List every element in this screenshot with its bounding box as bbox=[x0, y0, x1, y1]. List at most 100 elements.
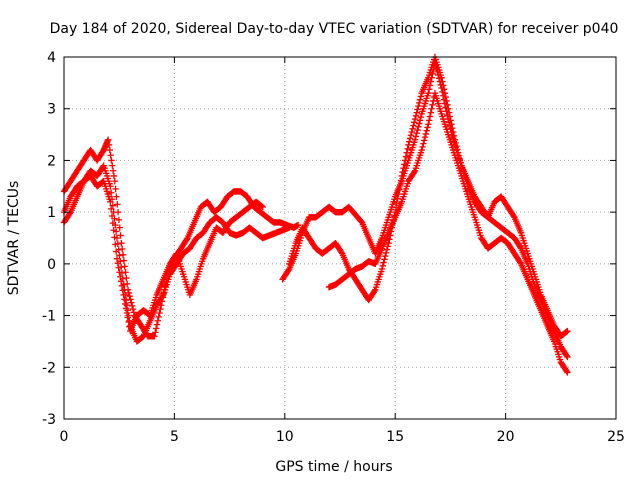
data-point bbox=[116, 252, 123, 259]
data-point bbox=[517, 243, 524, 251]
data-point bbox=[564, 327, 571, 335]
data-point bbox=[107, 198, 114, 205]
data-point bbox=[130, 309, 138, 316]
data-point bbox=[426, 113, 434, 120]
data-point bbox=[452, 139, 459, 147]
data-point bbox=[416, 117, 424, 124]
data-point bbox=[109, 167, 117, 174]
y-tick-label: -2 bbox=[42, 360, 56, 376]
data-point bbox=[116, 269, 123, 276]
data-point bbox=[427, 109, 435, 116]
data-point bbox=[118, 282, 126, 290]
data-point bbox=[122, 300, 129, 308]
data-point bbox=[388, 224, 396, 231]
x-axis-label: GPS time / hours bbox=[275, 459, 392, 475]
data-point bbox=[117, 273, 124, 280]
data-point bbox=[122, 305, 130, 312]
data-point bbox=[441, 90, 449, 97]
data-point bbox=[457, 159, 464, 166]
data-point bbox=[113, 255, 121, 262]
data-point bbox=[385, 239, 392, 247]
grid-layer bbox=[63, 56, 617, 420]
data-point bbox=[408, 128, 415, 136]
data-point bbox=[453, 143, 460, 150]
data-point bbox=[383, 246, 391, 253]
data-point bbox=[510, 212, 517, 220]
data-point bbox=[420, 137, 428, 144]
data-point bbox=[155, 313, 162, 321]
data-point bbox=[105, 141, 113, 149]
data-point bbox=[154, 317, 162, 324]
data-point bbox=[413, 130, 420, 137]
data-point bbox=[418, 146, 425, 154]
x-tick-label: 5 bbox=[170, 429, 179, 445]
data-point bbox=[392, 204, 400, 211]
data-point bbox=[382, 249, 390, 257]
data-point bbox=[382, 252, 389, 260]
data-point bbox=[393, 199, 401, 207]
x-tick-label: 15 bbox=[386, 429, 404, 445]
data-point bbox=[420, 140, 427, 147]
series-track-c bbox=[60, 172, 266, 335]
data-point bbox=[413, 109, 420, 116]
data-point bbox=[444, 101, 451, 109]
data-point bbox=[444, 105, 452, 112]
data-point bbox=[107, 205, 115, 213]
x-tick-label: 25 bbox=[607, 429, 625, 445]
data-point bbox=[285, 267, 292, 274]
data-point bbox=[438, 74, 445, 81]
data-point bbox=[422, 130, 430, 138]
data-point bbox=[406, 138, 413, 145]
data-point bbox=[407, 132, 415, 139]
y-tick-label: 1 bbox=[47, 205, 56, 221]
data-point bbox=[387, 232, 394, 239]
plot-frame bbox=[63, 56, 617, 420]
data-point bbox=[109, 219, 117, 227]
series-track-e bbox=[325, 90, 571, 376]
data-point bbox=[425, 86, 433, 93]
data-point bbox=[398, 172, 406, 180]
y-tick-label: 0 bbox=[47, 257, 56, 273]
data-point bbox=[401, 157, 409, 164]
data-point bbox=[126, 292, 133, 300]
data-point bbox=[66, 210, 73, 217]
data-point bbox=[440, 82, 447, 89]
data-point bbox=[379, 262, 386, 269]
data-point bbox=[450, 132, 458, 140]
tick-layer: 0 5 10 15 20 25 -3 -2 -1 0 1 2 3 4 bbox=[42, 50, 625, 445]
data-point bbox=[451, 136, 459, 143]
data-point bbox=[386, 236, 393, 243]
data-point bbox=[428, 105, 435, 112]
data-point bbox=[399, 168, 406, 176]
y-tick-label: 3 bbox=[47, 102, 56, 118]
series-track-f bbox=[286, 53, 571, 340]
data-point bbox=[114, 201, 121, 208]
data-point bbox=[402, 153, 410, 160]
data-point bbox=[456, 155, 463, 163]
data-point bbox=[409, 125, 416, 132]
data-point bbox=[414, 126, 421, 134]
data-point bbox=[454, 149, 462, 156]
data-point bbox=[123, 309, 131, 317]
data-point bbox=[107, 152, 114, 159]
data-point bbox=[392, 208, 399, 216]
data-point bbox=[380, 259, 387, 266]
data-point bbox=[391, 212, 398, 220]
data-point bbox=[397, 177, 405, 184]
data-point bbox=[410, 122, 417, 129]
data-point bbox=[416, 120, 423, 127]
data-point bbox=[110, 172, 118, 180]
data-point bbox=[454, 146, 461, 153]
data-point bbox=[563, 352, 570, 359]
y-axis-label: SDTVAR / TECUs bbox=[6, 181, 22, 296]
data-point bbox=[124, 314, 131, 321]
data-point bbox=[156, 309, 163, 317]
data-point bbox=[448, 121, 455, 128]
data-point bbox=[416, 96, 424, 103]
data-point bbox=[117, 278, 125, 285]
data-point bbox=[286, 224, 293, 231]
data-point bbox=[108, 212, 116, 220]
data-point bbox=[425, 121, 432, 128]
data-point bbox=[114, 260, 122, 267]
